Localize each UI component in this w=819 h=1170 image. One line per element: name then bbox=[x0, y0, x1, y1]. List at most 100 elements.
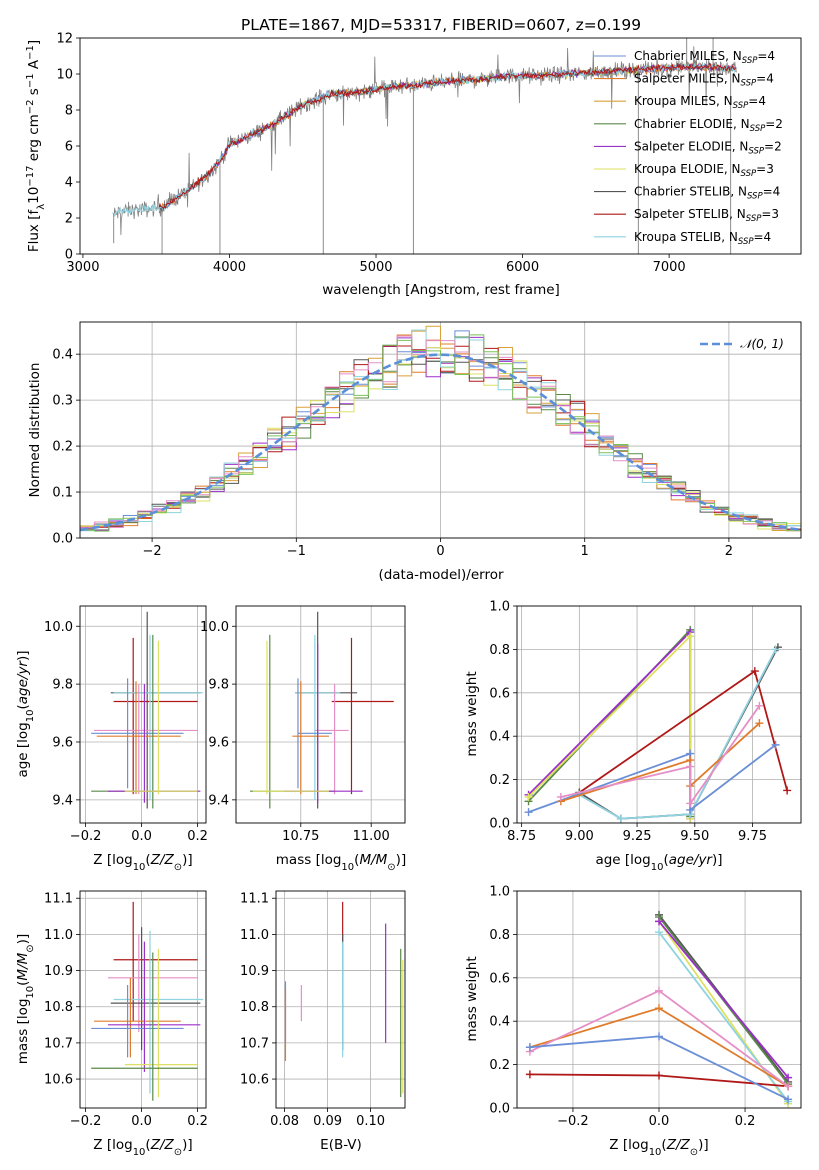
age-vs-mass-frame bbox=[235, 605, 406, 824]
mass-weight-line bbox=[658, 931, 789, 1103]
y-tick-label: 9.6 bbox=[208, 735, 229, 750]
y-tick-label: 10.8 bbox=[44, 1000, 73, 1015]
mass-vs-metallicity-frame bbox=[79, 890, 207, 1109]
mass-weight-line bbox=[658, 920, 789, 1079]
y-tick-label: 10.9 bbox=[240, 964, 269, 979]
x-axis-label: Z [log10(Z/Z⊙)] bbox=[93, 852, 192, 873]
mass-weight-marker bbox=[655, 928, 663, 937]
y-axis-label: Flux [fλ10−17 erg cm−2 s−1 A−1] bbox=[25, 40, 47, 252]
mass-weight-vs-metallicity-frame bbox=[516, 890, 802, 1109]
normal-curve bbox=[80, 353, 801, 532]
y-tick-label: 0.4 bbox=[489, 1015, 510, 1030]
legend-label: Chabrier MILES, NSSP=4 bbox=[634, 49, 775, 66]
x-tick-label: 0.09 bbox=[313, 1114, 342, 1129]
mass-vs-extinction-frame bbox=[275, 890, 406, 1109]
x-tick-label: 0.2 bbox=[187, 829, 208, 844]
mass-vs-metallicity-plot-area bbox=[80, 891, 206, 1108]
y-tick-label: 0.6 bbox=[489, 686, 510, 701]
residual-histogram-axes: −2 −1 0 1 2 0.0 0.1 0.2 0.3 0.4 𝒩(0, 1) (data-model… bbox=[27, 321, 802, 583]
y-tick-label: 0.0 bbox=[489, 817, 510, 832]
x-tick-label: 0.0 bbox=[131, 1114, 152, 1129]
age-vs-metallicity-axes: −0.2 0.0 0.2 9.4 9.6 9.8 10.0 Z [log10(Z/Z⊙)] ag… bbox=[15, 605, 208, 873]
mass-weight-line bbox=[528, 744, 777, 813]
x-tick-label: 2 bbox=[725, 544, 733, 559]
figure-title: PLATE=1867, MJD=53317, FIBERID=0607, z=0… bbox=[241, 16, 641, 34]
y-tick-label: 0 bbox=[65, 248, 73, 263]
y-tick-label: 4 bbox=[65, 176, 73, 191]
y-tick-label: 9.4 bbox=[52, 793, 73, 808]
x-tick-label: 0 bbox=[436, 544, 444, 559]
y-tick-label: 9.6 bbox=[52, 735, 73, 750]
spectrum-legend: Chabrier MILES, NSSP=4 Salpeter MILES, NS… bbox=[594, 49, 783, 247]
spectrum-axes: 3000 4000 5000 6000 7000 0 2 4 6 8 10 12 Chabrier MI… bbox=[25, 32, 802, 298]
y-tick-label: 0.2 bbox=[489, 1058, 510, 1073]
mass-weight-marker bbox=[771, 645, 780, 654]
mass-vs-extinction-plot-area bbox=[276, 891, 405, 1108]
mass-weight-marker bbox=[686, 799, 695, 808]
x-tick-label: −0.2 bbox=[557, 1114, 589, 1129]
legend-label: Salpeter MILES, NSSP=4 bbox=[634, 72, 774, 89]
y-tick-label: 10.0 bbox=[200, 620, 229, 635]
y-tick-label: 10.6 bbox=[44, 1073, 73, 1088]
mass-weight-marker bbox=[655, 986, 663, 995]
x-tick-label: −0.2 bbox=[70, 829, 102, 844]
mass-weight-marker bbox=[783, 786, 792, 795]
mass-weight-vs-metallicity-plot-area bbox=[517, 891, 801, 1108]
x-tick-label: 0.08 bbox=[270, 1114, 299, 1129]
spectrum-frame bbox=[79, 37, 802, 255]
y-tick-label: 1.0 bbox=[489, 600, 510, 615]
residual-histogram-step bbox=[80, 335, 801, 531]
mass-weight-vs-metallicity-axes: −0.2 0.0 0.2 0.0 0.2 0.4 0.6 0.8 1.0 Z [log10(Z/Z… bbox=[464, 885, 802, 1158]
mass-weight-marker bbox=[616, 814, 625, 823]
legend-label: Kroupa MILES, NSSP=4 bbox=[634, 94, 766, 111]
legend-label: Chabrier ELODIE, NSSP=2 bbox=[634, 117, 783, 134]
y-tick-label: 8 bbox=[65, 104, 73, 119]
mass-weight-marker bbox=[655, 1032, 663, 1041]
x-axis-label: age [log10(age/yr)] bbox=[595, 852, 722, 873]
x-tick-label: 9.00 bbox=[565, 829, 594, 844]
y-tick-label: 0.4 bbox=[52, 348, 73, 363]
y-tick-label: 0.8 bbox=[489, 643, 510, 658]
mass-vs-metallicity-axes: −0.2 0.0 0.2 10.6 10.7 10.8 10.9 11.0 11.1 Z [log… bbox=[15, 890, 208, 1158]
mass-weight-marker bbox=[524, 808, 533, 817]
y-tick-label: 0.6 bbox=[489, 971, 510, 986]
y-tick-label: 10.7 bbox=[44, 1036, 73, 1051]
x-tick-label: 4000 bbox=[213, 260, 246, 275]
mass-weight-marker bbox=[784, 1073, 793, 1082]
y-axis-label: age [log10(age/yr)] bbox=[15, 650, 36, 777]
y-tick-label: 0.1 bbox=[52, 486, 73, 501]
x-tick-label: 0.10 bbox=[356, 1114, 385, 1129]
mass-weight-marker bbox=[655, 1071, 663, 1080]
residual-histogram-frame bbox=[79, 321, 802, 539]
legend-label: Salpeter ELODIE, NSSP=2 bbox=[634, 139, 782, 156]
y-tick-label: 10.0 bbox=[44, 620, 73, 635]
y-axis-label: mass [log10(M/M⊙)] bbox=[15, 934, 36, 1064]
y-tick-label: 10.8 bbox=[240, 1000, 269, 1015]
model-spectrum bbox=[112, 62, 737, 217]
y-tick-label: 1.0 bbox=[489, 885, 510, 900]
model-spectrum bbox=[158, 62, 737, 210]
y-tick-label: 0.3 bbox=[52, 394, 73, 409]
x-axis-label: Z [log10(Z/Z⊙)] bbox=[609, 1137, 708, 1158]
x-tick-label: 0.0 bbox=[649, 1114, 670, 1129]
mass-weight-marker bbox=[784, 1082, 793, 1091]
mass-weight-line bbox=[527, 627, 692, 817]
y-tick-label: 0.8 bbox=[489, 928, 510, 943]
age-vs-mass-axes: 10.75 11.00 9.4 9.6 9.8 10.0 mass [log10(M/M⊙)… bbox=[200, 605, 406, 873]
mass-weight-marker bbox=[784, 1095, 793, 1104]
y-tick-label: 10.7 bbox=[240, 1036, 269, 1051]
mass-weight-marker bbox=[755, 719, 764, 728]
y-tick-label: 11.1 bbox=[44, 892, 73, 907]
mass-weight-vs-age-axes: 8.75 9.00 9.25 9.50 9.75 0.0 0.2 0.4 0.6 0.8 1.0 ag… bbox=[464, 600, 802, 873]
legend-label: 𝒩(0, 1) bbox=[740, 337, 784, 351]
mass-weight-marker bbox=[556, 792, 565, 801]
y-tick-label: 0.2 bbox=[489, 773, 510, 788]
mass-weight-marker bbox=[686, 762, 695, 771]
y-tick-label: 10 bbox=[56, 68, 73, 83]
y-tick-label: 9.8 bbox=[208, 678, 229, 693]
y-tick-label: 12 bbox=[56, 32, 73, 47]
x-axis-label: (data-model)/error bbox=[378, 567, 504, 583]
y-tick-label: 11.0 bbox=[240, 928, 269, 943]
x-tick-label: 0.0 bbox=[131, 829, 152, 844]
